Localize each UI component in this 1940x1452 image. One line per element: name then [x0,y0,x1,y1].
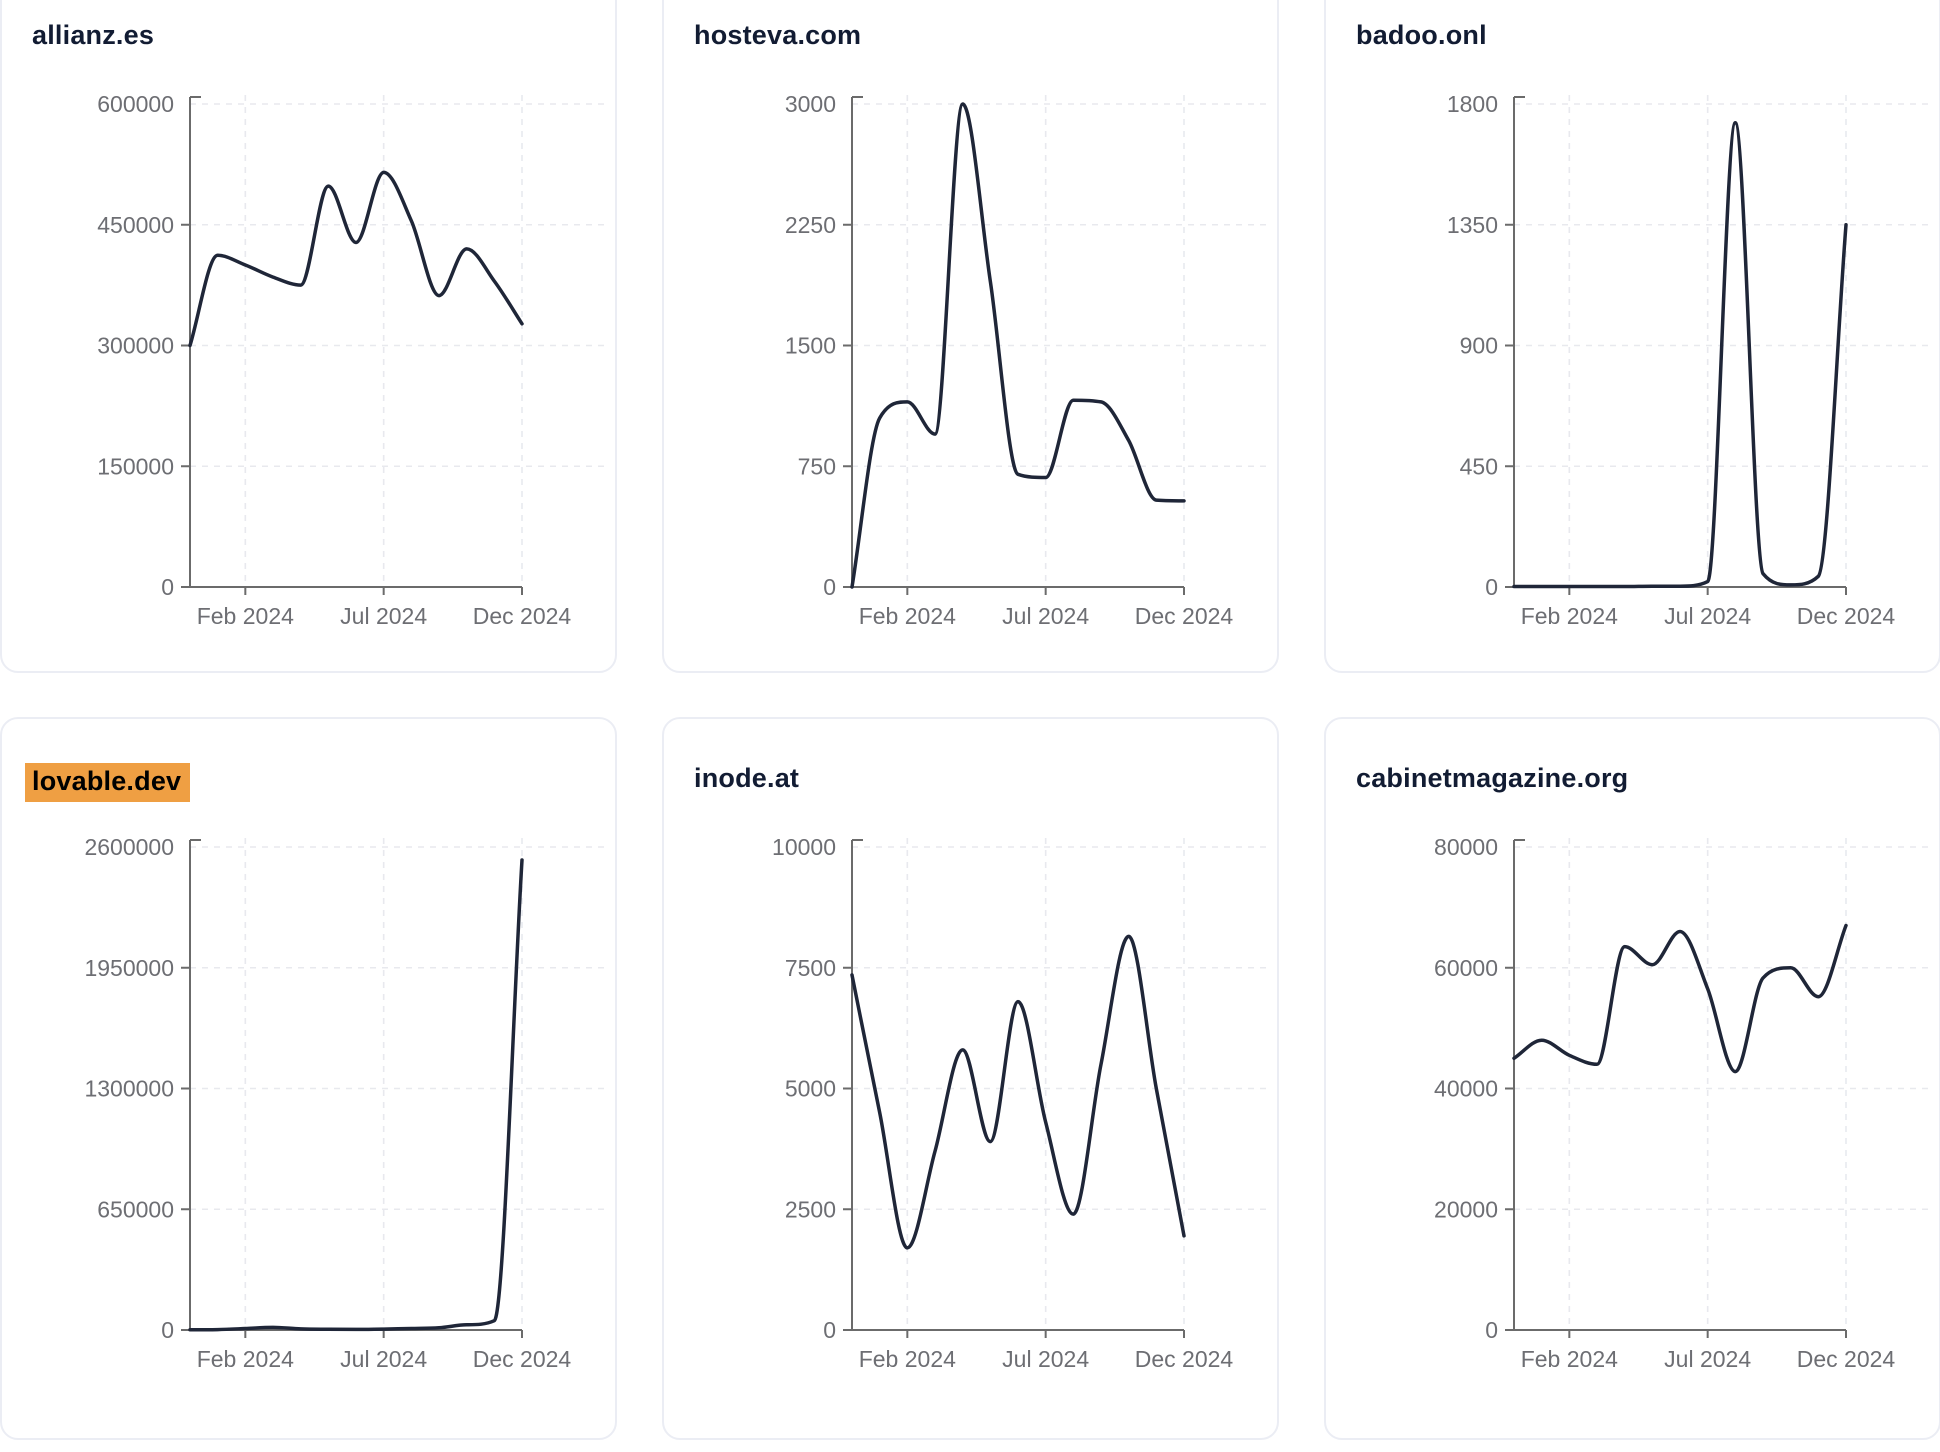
svg-text:1800: 1800 [1447,91,1498,117]
svg-text:3000: 3000 [785,91,836,117]
traffic-line-chart: 0 750 1500 2250 3000 Feb 2024 Jul 2024 Dec 2024 [785,91,1268,629]
svg-text:0: 0 [823,574,836,600]
svg-text:7500: 7500 [785,955,836,981]
svg-text:20000: 20000 [1434,1196,1498,1222]
svg-text:5000: 5000 [785,1076,836,1102]
svg-text:80000: 80000 [1434,834,1498,860]
svg-text:750: 750 [798,453,836,479]
chart-card[interactable]: cabinetmagazine.org 0 20000 40000 60000 8000… [1324,717,1940,1440]
domain-title: hosteva.com [694,20,862,50]
svg-text:Jul 2024: Jul 2024 [1002,1346,1089,1372]
svg-text:Dec 2024: Dec 2024 [473,1346,572,1372]
svg-text:1500: 1500 [785,333,836,359]
svg-text:450: 450 [1460,453,1498,479]
svg-text:2250: 2250 [785,212,836,238]
svg-text:Feb 2024: Feb 2024 [859,1346,956,1372]
svg-text:900: 900 [1460,333,1498,359]
chart-card[interactable]: allianz.es 0 150000 300000 450000 600000 Feb … [0,0,617,673]
svg-text:60000: 60000 [1434,955,1498,981]
svg-text:0: 0 [161,1317,174,1343]
card-title: lovable.dev [25,763,191,802]
card-title: allianz.es [32,20,154,51]
svg-text:Feb 2024: Feb 2024 [1521,603,1618,629]
svg-text:1300000: 1300000 [84,1076,174,1102]
svg-text:Dec 2024: Dec 2024 [473,603,572,629]
svg-text:Dec 2024: Dec 2024 [1135,1346,1234,1372]
svg-text:0: 0 [161,574,174,600]
svg-text:Dec 2024: Dec 2024 [1797,603,1896,629]
svg-text:0: 0 [1485,1317,1498,1343]
svg-text:Jul 2024: Jul 2024 [1664,1346,1751,1372]
domain-title: cabinetmagazine.org [1356,763,1629,793]
traffic-line-chart: 0 650000 1300000 1950000 2600000 Feb 2024 Jul … [84,834,606,1372]
svg-text:10000: 10000 [772,834,836,860]
svg-text:Jul 2024: Jul 2024 [340,603,427,629]
svg-text:2600000: 2600000 [84,834,174,860]
chart-card[interactable]: hosteva.com 0 750 1500 2250 3000 Feb 2024 Jul … [662,0,1279,673]
svg-text:Dec 2024: Dec 2024 [1797,1346,1896,1372]
svg-text:300000: 300000 [97,333,174,359]
card-title: hosteva.com [694,20,861,51]
svg-text:Dec 2024: Dec 2024 [1135,603,1234,629]
svg-text:0: 0 [1485,574,1498,600]
traffic-line-chart: 0 450 900 1350 1800 Feb 2024 Jul 2024 Dec 2024 [1447,91,1930,629]
card-title: badoo.onl [1356,20,1487,51]
svg-text:650000: 650000 [97,1196,174,1222]
svg-text:1950000: 1950000 [84,955,174,981]
svg-text:600000: 600000 [97,91,174,117]
svg-text:150000: 150000 [97,453,174,479]
card-title: cabinetmagazine.org [1356,763,1628,794]
svg-text:40000: 40000 [1434,1076,1498,1102]
svg-text:1350: 1350 [1447,212,1498,238]
svg-text:Jul 2024: Jul 2024 [1002,603,1089,629]
svg-text:Feb 2024: Feb 2024 [197,1346,294,1372]
svg-text:Feb 2024: Feb 2024 [1521,1346,1618,1372]
domain-title: inode.at [694,763,800,793]
svg-text:2500: 2500 [785,1196,836,1222]
traffic-line-chart: 0 150000 300000 450000 600000 Feb 2024 Jul 202… [97,91,606,629]
chart-card[interactable]: badoo.onl 0 450 900 1350 1800 Feb 2024 Jul 202… [1324,0,1940,673]
chart-card[interactable]: lovable.dev 0 650000 1300000 1950000 2600000… [0,717,617,1440]
svg-text:Jul 2024: Jul 2024 [1664,603,1751,629]
traffic-line-chart: 0 20000 40000 60000 80000 Feb 2024 Jul 2024 Dec… [1434,834,1930,1372]
domain-title: allianz.es [32,20,155,50]
svg-text:0: 0 [823,1317,836,1343]
svg-text:450000: 450000 [97,212,174,238]
chart-card[interactable]: inode.at 0 2500 5000 7500 10000 Feb 2024 Jul 2… [662,717,1279,1440]
svg-text:Feb 2024: Feb 2024 [197,603,294,629]
svg-text:Feb 2024: Feb 2024 [859,603,956,629]
domain-title: badoo.onl [1356,20,1487,50]
traffic-line-chart: 0 2500 5000 7500 10000 Feb 2024 Jul 2024 Dec 20… [772,834,1268,1372]
svg-text:Jul 2024: Jul 2024 [340,1346,427,1372]
card-title: inode.at [694,763,799,794]
domain-title: lovable.dev [25,763,191,802]
